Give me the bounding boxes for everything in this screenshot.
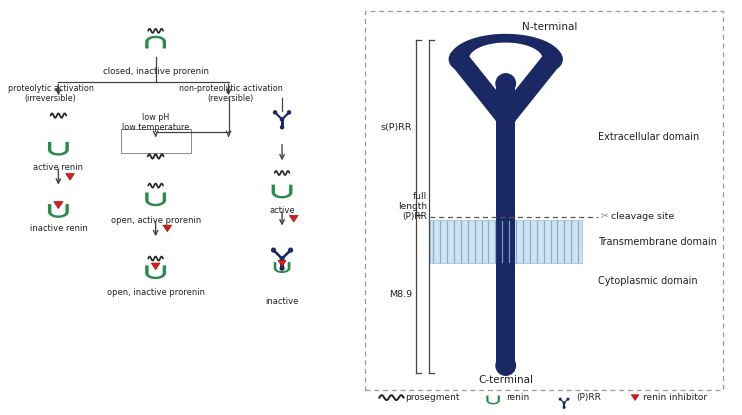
Text: closed, inactive prorenin: closed, inactive prorenin [102,67,209,76]
Polygon shape [272,185,292,198]
Polygon shape [48,142,69,156]
Polygon shape [631,395,639,400]
Text: cleavage site: cleavage site [611,212,674,221]
Circle shape [496,74,516,93]
Text: active: active [269,206,295,215]
Text: C-terminal: C-terminal [479,375,533,385]
Circle shape [450,49,469,69]
Polygon shape [151,263,160,270]
Text: low pH
low temperature: low pH low temperature [122,113,189,132]
Circle shape [559,398,561,400]
Polygon shape [274,262,290,273]
Circle shape [280,126,283,129]
Circle shape [280,257,284,261]
Polygon shape [163,225,171,232]
Polygon shape [451,53,513,124]
Text: full
length
(P)RR: full length (P)RR [398,192,427,222]
FancyBboxPatch shape [365,10,723,390]
Text: Cytoplasmic domain: Cytoplasmic domain [598,276,697,286]
Text: M8.9: M8.9 [390,290,413,298]
Bar [430,220,582,264]
Text: non-proteolytic activation
(reversible): non-proteolytic activation (reversible) [179,83,283,103]
Circle shape [567,398,569,400]
Text: renin: renin [506,393,529,402]
Polygon shape [145,265,166,279]
Text: inactive: inactive [266,298,299,306]
Circle shape [542,49,562,69]
Text: inactive renin: inactive renin [30,224,88,232]
Polygon shape [496,83,516,366]
Circle shape [272,248,275,252]
Text: proteolytic activation
(irreversible): proteolytic activation (irreversible) [7,83,93,103]
Polygon shape [145,36,166,49]
Polygon shape [280,259,284,268]
Circle shape [563,407,565,408]
Polygon shape [66,173,74,180]
Polygon shape [559,399,565,403]
Text: active renin: active renin [33,163,83,172]
Circle shape [289,248,292,252]
Text: renin inhibitor: renin inhibitor [643,393,707,402]
Polygon shape [450,34,562,59]
Circle shape [563,402,565,404]
Polygon shape [53,202,63,209]
Text: open, active prorenin: open, active prorenin [111,216,201,225]
FancyBboxPatch shape [121,129,191,153]
Text: open, inactive prorenin: open, inactive prorenin [107,288,205,297]
Polygon shape [280,112,291,120]
Text: prosegment: prosegment [406,393,460,402]
Polygon shape [272,250,284,259]
Polygon shape [278,260,286,266]
Circle shape [496,356,516,375]
Polygon shape [145,193,166,206]
Text: (P)RR: (P)RR [576,393,600,402]
Polygon shape [48,204,69,218]
Polygon shape [280,120,283,127]
Circle shape [280,266,284,270]
Polygon shape [280,250,292,259]
Polygon shape [486,395,500,404]
Text: ✂: ✂ [601,211,609,221]
Polygon shape [289,215,298,222]
Text: N-terminal: N-terminal [522,22,577,32]
Polygon shape [563,399,569,403]
Text: Transmembrane domain: Transmembrane domain [598,237,717,247]
Circle shape [274,111,277,114]
Text: s(P)RR: s(P)RR [381,123,413,132]
Circle shape [280,118,283,121]
Circle shape [496,108,516,127]
Polygon shape [563,403,565,408]
Polygon shape [274,112,283,120]
Text: Extracellular domain: Extracellular domain [598,132,700,142]
Polygon shape [498,53,560,124]
Circle shape [288,111,291,114]
